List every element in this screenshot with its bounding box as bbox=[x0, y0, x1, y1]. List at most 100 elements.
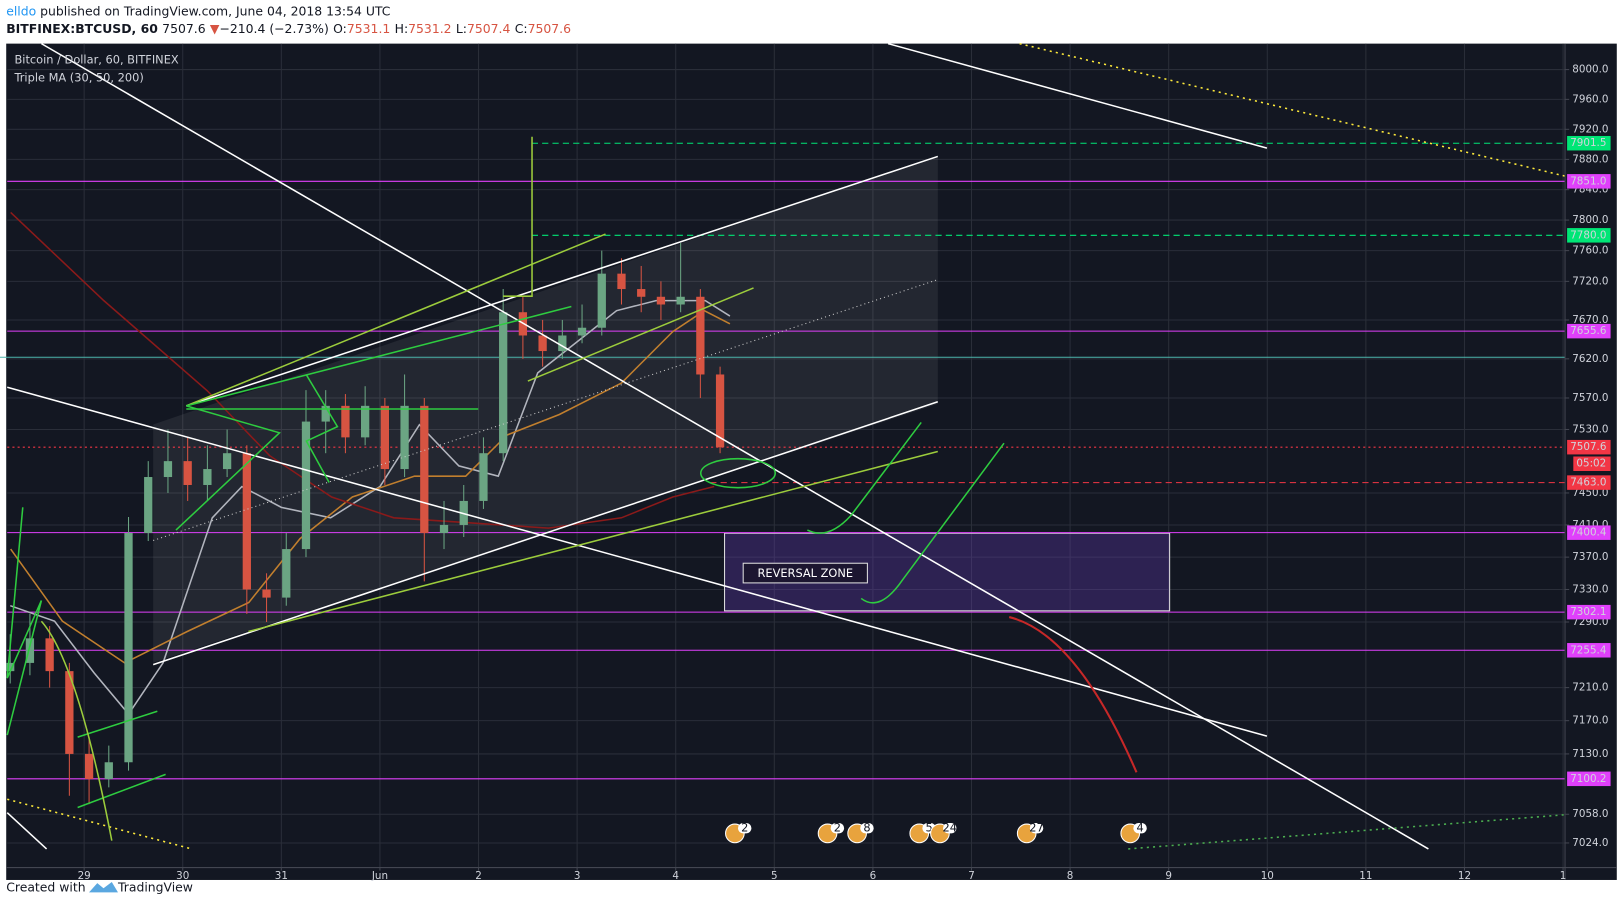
event-count-bg bbox=[943, 823, 957, 834]
level-label: 7463.0 bbox=[1570, 477, 1606, 489]
x-tick-label: 7 bbox=[968, 870, 975, 882]
level-label: 7901.5 bbox=[1570, 137, 1606, 149]
candle-body bbox=[242, 453, 251, 590]
low: 7507.4 bbox=[467, 21, 511, 36]
axes: 8000.07960.07920.07880.07840.07800.07760… bbox=[78, 64, 1611, 882]
y-tick-label: 7760.0 bbox=[1572, 245, 1608, 257]
pattern-line bbox=[77, 710, 158, 738]
y-tick-label: 7670.0 bbox=[1572, 314, 1608, 326]
drawings: REVERSAL ZONE bbox=[6, 42, 1566, 850]
event-count-bg bbox=[737, 823, 752, 834]
symbol-line: BITFINEX:BTCUSD, 60 7507.6 ▼−210.4 (−2.7… bbox=[6, 21, 571, 36]
level-label: 7655.6 bbox=[1570, 325, 1606, 337]
x-tick-label: 29 bbox=[78, 870, 91, 882]
legend-title: Bitcoin / Dollar, 60, BITFINEX bbox=[14, 53, 178, 67]
pattern-line bbox=[305, 374, 339, 483]
published: published on TradingView.com, June 04, 2… bbox=[40, 3, 390, 18]
y-tick-label: 7330.0 bbox=[1572, 583, 1608, 595]
tv-logo bbox=[89, 882, 118, 893]
candle-body bbox=[538, 335, 547, 352]
levels bbox=[7, 142, 1566, 780]
candle-body bbox=[25, 638, 35, 663]
candle-body bbox=[439, 524, 449, 533]
x-tick-label: 31 bbox=[275, 870, 288, 882]
candle-body bbox=[282, 549, 291, 598]
x-tick-label: 10 bbox=[1261, 870, 1274, 882]
event-count-bg bbox=[830, 823, 845, 834]
event-count: 2 bbox=[834, 821, 841, 835]
event-count: 2 bbox=[741, 821, 748, 835]
y-tick-label: 7370.0 bbox=[1572, 551, 1608, 563]
y-tick-label: 7058.0 bbox=[1572, 808, 1608, 820]
level-label: 7780.0 bbox=[1570, 229, 1606, 241]
candle-body bbox=[617, 273, 626, 290]
event-count: 24 bbox=[943, 821, 957, 835]
countdown: 05:02 bbox=[1576, 458, 1606, 470]
candle-body bbox=[262, 589, 271, 598]
level-label: 7400.4 bbox=[1570, 527, 1606, 539]
candle-body bbox=[558, 335, 567, 352]
candle-body bbox=[656, 296, 666, 305]
x-tick-label: 1 bbox=[1560, 870, 1567, 882]
event-count-bg bbox=[1029, 823, 1044, 834]
candle-body bbox=[380, 405, 390, 470]
x-tick-label: 30 bbox=[176, 870, 189, 882]
trend-line bbox=[7, 386, 1268, 737]
indicator-label: Triple MA (30, 50, 200) bbox=[13, 70, 143, 84]
y-tick-label: 7720.0 bbox=[1572, 275, 1608, 287]
candle-body bbox=[163, 461, 173, 478]
candle-body bbox=[479, 453, 488, 501]
candle-body bbox=[696, 296, 705, 375]
level-badge bbox=[1567, 604, 1611, 620]
trend-line bbox=[1019, 42, 1566, 177]
curve bbox=[40, 620, 113, 841]
header-line: elldo published on TradingView.com, June… bbox=[6, 3, 390, 18]
y-tick-label: 7530.0 bbox=[1572, 423, 1608, 435]
x-tick-label: 12 bbox=[1458, 870, 1471, 882]
level-label: 7851.0 bbox=[1570, 175, 1606, 187]
step-line bbox=[503, 136, 533, 297]
moving-average bbox=[10, 211, 715, 529]
footer-brand[interactable]: TradingView bbox=[117, 880, 193, 895]
annotation-box bbox=[742, 562, 868, 584]
candle-body bbox=[400, 405, 409, 470]
annotation: REVERSAL ZONE bbox=[758, 566, 854, 580]
open: 7531.1 bbox=[347, 21, 390, 36]
y-tick-label: 7880.0 bbox=[1572, 153, 1608, 165]
symbol: BITFINEX:BTCUSD, 60 bbox=[6, 21, 158, 36]
projection-curve bbox=[807, 421, 922, 534]
pattern-line bbox=[6, 507, 43, 736]
channel-line bbox=[186, 155, 939, 407]
pattern-line bbox=[77, 773, 166, 809]
projection-curve bbox=[860, 442, 1005, 604]
trend-line bbox=[6, 812, 48, 850]
candle-body bbox=[104, 762, 113, 779]
candle-body bbox=[6, 662, 15, 672]
trend-line bbox=[186, 233, 606, 407]
y-tick-label: 7620.0 bbox=[1572, 353, 1608, 365]
high: 7531.2 bbox=[408, 21, 451, 36]
grid bbox=[7, 43, 1566, 868]
level-badge bbox=[1567, 643, 1611, 658]
x-tick-label: 6 bbox=[870, 870, 877, 882]
candle-body bbox=[45, 638, 54, 672]
trend-line bbox=[7, 798, 192, 850]
x-tick-label: 2 bbox=[475, 870, 482, 882]
x-tick-label: 3 bbox=[574, 870, 581, 882]
x-tick-label: 11 bbox=[1359, 870, 1372, 882]
y-tick-label: 7960.0 bbox=[1572, 93, 1608, 105]
high-label: H: bbox=[395, 21, 409, 36]
author[interactable]: elldo bbox=[6, 3, 36, 18]
candle-body bbox=[124, 532, 133, 763]
change: −210.4 (−2.73%) bbox=[219, 21, 328, 36]
candle-body bbox=[183, 461, 192, 485]
candle-body bbox=[577, 327, 587, 336]
countdown-badge bbox=[1573, 456, 1611, 471]
event-count: 5 bbox=[925, 821, 932, 835]
projection-curve bbox=[1008, 616, 1138, 773]
events: 2 2 8 5 24 27 4 bbox=[725, 821, 1147, 844]
y-tick-label: 7290.0 bbox=[1572, 616, 1608, 628]
trend-line bbox=[186, 305, 572, 407]
x-tick-label: Jun bbox=[371, 870, 388, 882]
